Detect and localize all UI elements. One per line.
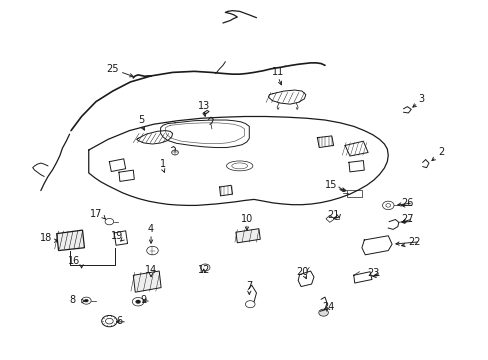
Text: 5: 5 — [138, 115, 144, 125]
Text: 18: 18 — [40, 233, 52, 243]
Text: 23: 23 — [367, 269, 379, 279]
Text: 22: 22 — [407, 237, 420, 247]
Text: 26: 26 — [401, 198, 413, 208]
Text: 14: 14 — [144, 265, 157, 275]
Text: 1: 1 — [160, 159, 166, 169]
Text: 10: 10 — [240, 214, 252, 224]
Circle shape — [84, 299, 88, 302]
Text: 19: 19 — [111, 231, 123, 242]
Polygon shape — [235, 229, 260, 243]
Text: 13: 13 — [197, 101, 209, 111]
Text: 2: 2 — [437, 147, 443, 157]
Text: 6: 6 — [117, 316, 122, 326]
Text: 17: 17 — [90, 208, 102, 219]
Circle shape — [136, 300, 140, 303]
Text: 21: 21 — [326, 210, 339, 220]
Text: 25: 25 — [106, 64, 119, 74]
Text: 11: 11 — [271, 67, 284, 77]
Text: 27: 27 — [400, 214, 413, 224]
Text: 20: 20 — [295, 267, 307, 277]
Text: 12: 12 — [197, 265, 209, 275]
Text: 3: 3 — [418, 94, 424, 104]
Text: 8: 8 — [69, 295, 75, 305]
Polygon shape — [57, 230, 84, 251]
Text: 24: 24 — [322, 302, 334, 312]
Text: 15: 15 — [324, 180, 336, 190]
Text: 4: 4 — [148, 224, 154, 234]
Circle shape — [318, 309, 328, 316]
Text: 16: 16 — [68, 256, 81, 266]
Polygon shape — [133, 271, 161, 292]
Text: 9: 9 — [141, 295, 146, 305]
Text: 7: 7 — [245, 281, 252, 291]
